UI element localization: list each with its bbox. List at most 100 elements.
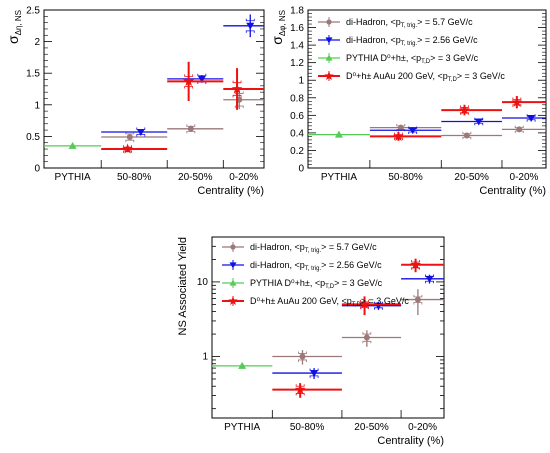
data-sys-bracket [298,351,307,362]
legend-label: di-Hadron, <pT, trig.> = 5.7 GeV/c [346,17,473,29]
data-point [334,130,343,138]
y-axis-title: σΔφ, NS [269,10,287,45]
data-point [408,127,417,135]
data-sys-bracket [362,332,372,344]
legend-label-sub: T, trig. [305,266,322,272]
data-sys-bracket [245,18,255,33]
x-tick-label: 50-80% [290,422,325,433]
data-sys-bracket [232,80,242,98]
x-axis-title: Centrality (%) [197,185,264,197]
legend-marker [229,279,237,286]
y-axis-title-main: σ [269,36,285,45]
y-tick-label: 0.4 [290,128,304,139]
data-point [299,353,306,360]
data-point [238,361,247,369]
data-point [397,124,404,131]
y-axis-title-sub: Δη, NS [14,10,23,35]
legend-label: di-Hadron, <pT, trig.> = 5.7 GeV/c [250,242,377,254]
y-tick-label: 0.2 [290,146,304,157]
data-point [183,75,194,86]
x-axis-title: Centrality (%) [377,435,444,447]
y-tick-label: 2.5 [26,6,40,17]
legend-label-tail: > = 3 GeV/c [457,71,506,81]
data-point [363,334,370,341]
data-point [516,126,523,133]
legend-label-sub: T,D [352,302,362,308]
y-tick-label: 0.6 [290,111,304,122]
x-tick-label: PYTHIA [224,422,260,433]
legend-label-sub: T,D [325,284,335,290]
legend-marker [229,262,237,269]
y-tick-label: 0.5 [26,132,40,143]
legend-marker [325,37,333,44]
data-point [459,104,470,115]
y-tick-label: 10 [197,277,209,288]
legend-label-sub: T,D [421,59,431,65]
data-point [136,128,145,136]
legend-label-main: D⁰+h± AuAu 200 GeV, <p [346,71,448,81]
x-tick-label: 0-20% [408,422,437,433]
panel-ns-associated-yield: 1 10 PYTHIA 50-80% 20-50% 0-20% Centrality (%)… [177,236,445,447]
data-point [393,130,404,141]
legend-label-sub: T, trig. [401,41,418,47]
y-tick-label: 1.5 [26,69,40,80]
legend-label: di-Hadron, <pT, trig.> = 2.56 GeV/c [250,260,382,272]
legend-label-tail: > = 2.56 GeV/c [321,260,382,270]
legend-label-sub: T, trig. [401,23,418,29]
x-axis-title: Centrality (%) [479,185,546,197]
y-axis-title-sub: Δφ, NS [278,10,287,36]
legend-label: D⁰+h± AuAu 200 GeV, <pT,D> = 3 GeV/c [346,71,505,83]
data-point [359,298,370,309]
data-point [511,96,523,107]
legend-label: di-Hadron, <pT, trig.> = 2.56 GeV/c [346,35,478,47]
data-point [231,83,243,94]
legend-label-main: PYTHIA D⁰+h±, <p [346,53,421,63]
legend-label-tail: > = 3 GeV/c [430,53,479,63]
legend-marker [326,19,332,25]
data-point [246,22,255,30]
x-tick-label: 50-80% [388,172,423,183]
legend-label: PYTHIA D⁰+h±, <pT,D> = 3 GeV/c [250,278,383,290]
legend-label-tail: > = 3 GeV/c [361,296,410,306]
y-tick-label: 1.8 [290,6,304,17]
y-tick-label: 0.8 [290,93,304,104]
plot-frame [307,9,547,169]
data-point [474,118,483,126]
data-point [294,384,306,395]
data-point [197,75,206,83]
data-sys-bracket [125,131,135,143]
legend-label-sub: T,D [448,77,458,83]
y-tick-label: 2 [34,37,40,48]
data-point [414,296,421,303]
x-tick-label: 20-50% [454,172,489,183]
y-axis-title-main: σ [5,35,21,44]
plot-frame [211,236,445,419]
data-point [425,275,434,283]
x-tick-label: 50-80% [117,172,152,183]
x-tick-label: 0-20% [510,172,539,183]
y-axis-title: NS Associated Yield [177,237,189,335]
y-tick-label: 0 [298,164,304,175]
legend-label-tail: > = 2.56 GeV/c [417,35,478,45]
data-point [68,141,77,149]
data-point [122,143,133,154]
x-tick-label: PYTHIA [55,172,91,183]
x-tick-label: 20-50% [178,172,213,183]
data-point [187,125,194,132]
x-tick-label: 20-50% [354,422,389,433]
data-point [410,259,421,270]
legend-label-main: di-Hadron, <p [346,17,401,27]
y-tick-label: 1 [34,100,40,111]
y-axis-title: σΔη, NS [5,10,23,44]
legend-marker [230,244,236,250]
panel-sigma-deta: 0 0.5 1 1.5 2 2.5 PYTHIA 50-80% 20-50% 0-20% Centr… [5,6,265,197]
y-tick-label: 1.2 [290,58,304,69]
x-tick-label: PYTHIA [321,172,357,183]
y-tick-label: 1 [298,76,304,87]
legend-label-tail: > = 5.7 GeV/c [321,242,377,252]
y-tick-label: 1.6 [290,23,304,34]
y-tick-label: 1 [202,352,208,363]
legend-label: D⁰+h± AuAu 200 GeV, <pT,D> = 3 GeV/c [250,296,409,308]
legend-label-sub: T, trig. [305,248,322,254]
